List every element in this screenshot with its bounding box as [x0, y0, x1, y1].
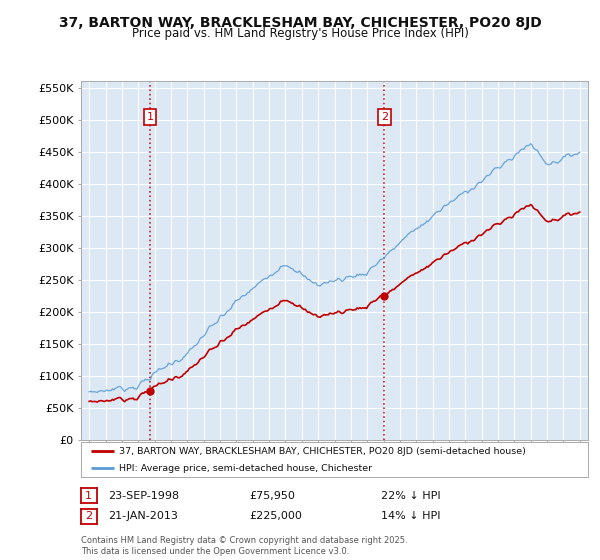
Text: 21-JAN-2013: 21-JAN-2013: [108, 511, 178, 521]
Text: £225,000: £225,000: [249, 511, 302, 521]
Text: 37, BARTON WAY, BRACKLESHAM BAY, CHICHESTER, PO20 8JD (semi-detached house): 37, BARTON WAY, BRACKLESHAM BAY, CHICHES…: [119, 447, 526, 456]
Text: 2: 2: [381, 112, 388, 122]
Text: 23-SEP-1998: 23-SEP-1998: [108, 491, 179, 501]
Text: 22% ↓ HPI: 22% ↓ HPI: [381, 491, 440, 501]
Text: Price paid vs. HM Land Registry's House Price Index (HPI): Price paid vs. HM Land Registry's House …: [131, 27, 469, 40]
Text: 14% ↓ HPI: 14% ↓ HPI: [381, 511, 440, 521]
Text: 37, BARTON WAY, BRACKLESHAM BAY, CHICHESTER, PO20 8JD: 37, BARTON WAY, BRACKLESHAM BAY, CHICHES…: [59, 16, 541, 30]
Text: £75,950: £75,950: [249, 491, 295, 501]
Text: Contains HM Land Registry data © Crown copyright and database right 2025.
This d: Contains HM Land Registry data © Crown c…: [81, 536, 407, 556]
Text: HPI: Average price, semi-detached house, Chichester: HPI: Average price, semi-detached house,…: [119, 464, 372, 473]
Text: 1: 1: [85, 491, 92, 501]
Text: 2: 2: [85, 511, 92, 521]
Text: 1: 1: [146, 112, 154, 122]
